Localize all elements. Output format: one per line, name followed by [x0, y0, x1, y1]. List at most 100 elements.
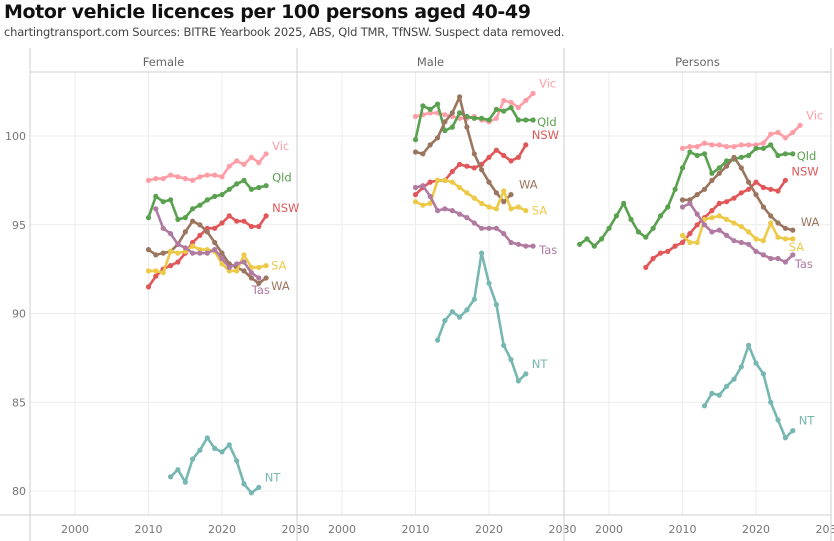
data-point-female-vic [256, 160, 262, 166]
data-point-persons-nsw [665, 248, 671, 254]
data-point-persons-tas [694, 211, 700, 217]
y-tick-label: 85 [12, 396, 26, 409]
data-point-persons-qld [635, 229, 642, 235]
data-point-male-sa [464, 190, 470, 196]
data-point-male-vic [515, 105, 522, 111]
data-point-persons-vic [746, 142, 752, 148]
data-point-persons-qld [738, 154, 744, 160]
data-point-male-wa [449, 110, 455, 116]
data-point-female-tas [160, 225, 166, 231]
data-point-persons-tas [746, 241, 752, 247]
data-point-persons-qld [782, 151, 789, 157]
data-point-male-tas [427, 193, 433, 199]
data-point-male-qld [493, 106, 499, 112]
data-point-female-nt [256, 484, 262, 490]
data-point-persons-nsw [760, 184, 767, 191]
data-point-female-vic [226, 163, 232, 169]
data-point-male-vic [501, 97, 507, 104]
data-point-persons-nt [709, 390, 715, 396]
data-point-persons-tas [753, 248, 759, 254]
data-point-persons-tas [701, 222, 708, 228]
series-label-female-nsw: NSW [272, 201, 299, 215]
y-tick-label: 80 [12, 485, 26, 498]
series-label-female-sa: SA [271, 259, 287, 273]
data-point-persons-nsw [724, 199, 730, 205]
data-point-persons-vic [731, 144, 737, 150]
data-point-persons-nsw [709, 208, 715, 214]
data-point-male-tas [493, 225, 499, 231]
data-point-male-vic [523, 97, 529, 104]
data-point-female-qld [175, 216, 181, 222]
series-label-female-qld: Qld [272, 171, 292, 185]
data-point-persons-tas [738, 239, 744, 246]
data-point-persons-sa [687, 239, 693, 246]
series-line-male-qld [414, 102, 535, 141]
series-label-male-sa: SA [532, 204, 548, 218]
data-point-persons-nsw [746, 186, 752, 192]
data-point-male-nt [435, 337, 441, 343]
data-point-persons-sa [709, 215, 715, 221]
data-point-persons-nt [775, 417, 781, 423]
data-point-female-nsw [168, 263, 174, 269]
data-point-female-sa [263, 263, 269, 269]
data-point-female-qld [145, 215, 152, 221]
y-tick-label: 100 [5, 130, 26, 143]
data-point-male-nsw [449, 168, 455, 175]
data-point-male-tas [501, 231, 507, 237]
data-point-persons-tas [709, 229, 715, 235]
data-point-female-sa [219, 261, 225, 267]
data-point-female-wa [219, 250, 225, 256]
data-point-male-sa [412, 199, 419, 205]
data-point-persons-vic [790, 129, 796, 135]
data-point-male-qld [508, 105, 514, 111]
data-point-female-wa [212, 239, 218, 246]
series-label-male-vic: Vic [539, 76, 556, 90]
data-point-persons-qld [606, 225, 612, 231]
data-point-male-sa [486, 204, 492, 210]
data-point-persons-qld [613, 213, 620, 219]
data-point-female-qld [168, 197, 174, 203]
data-point-female-tas [234, 261, 240, 267]
data-point-female-nsw [263, 213, 269, 219]
data-point-female-vic [212, 172, 218, 178]
data-point-male-tas [523, 243, 529, 249]
data-point-persons-qld [591, 243, 597, 249]
data-point-female-tas [190, 250, 196, 256]
panel-title-male: Male [417, 55, 444, 69]
data-point-female-nsw [197, 232, 203, 238]
data-point-persons-tas [782, 259, 789, 265]
data-point-persons-qld [768, 142, 774, 148]
data-point-male-qld [449, 124, 455, 130]
data-point-male-tas [486, 225, 492, 231]
data-point-female-qld [204, 197, 210, 203]
data-point-male-nt [508, 357, 514, 363]
data-point-persons-qld [672, 186, 678, 192]
data-point-persons-nsw [694, 222, 700, 228]
data-point-male-sa [420, 202, 426, 208]
data-point-persons-wa [790, 227, 796, 233]
data-point-male-tas [420, 183, 426, 189]
data-point-persons-qld [716, 165, 722, 171]
data-point-female-vic [241, 161, 247, 167]
data-point-male-nsw [508, 158, 514, 164]
data-point-female-sa [234, 268, 240, 274]
data-point-male-vic [442, 112, 448, 118]
data-point-female-tas [226, 264, 232, 270]
data-point-persons-nsw [738, 190, 744, 196]
data-point-persons-sa [716, 213, 722, 219]
chart-subtitle: chartingtransport.com Sources: BITRE Yea… [4, 25, 565, 39]
data-point-female-nt [226, 442, 232, 448]
series-label-persons-nt: NT [799, 414, 816, 428]
data-point-male-sa [457, 184, 463, 191]
data-point-female-wa [263, 275, 269, 281]
data-point-female-tas [212, 247, 218, 253]
data-point-female-sa [241, 252, 247, 258]
data-point-female-sa [175, 250, 181, 256]
data-point-persons-qld [577, 241, 583, 247]
data-point-male-tas [530, 243, 536, 249]
data-point-male-sa [523, 208, 529, 214]
data-point-persons-qld [643, 234, 649, 240]
x-tick-label: 2010 [402, 523, 430, 536]
data-point-male-sa [501, 188, 507, 194]
data-point-persons-qld [746, 152, 752, 159]
